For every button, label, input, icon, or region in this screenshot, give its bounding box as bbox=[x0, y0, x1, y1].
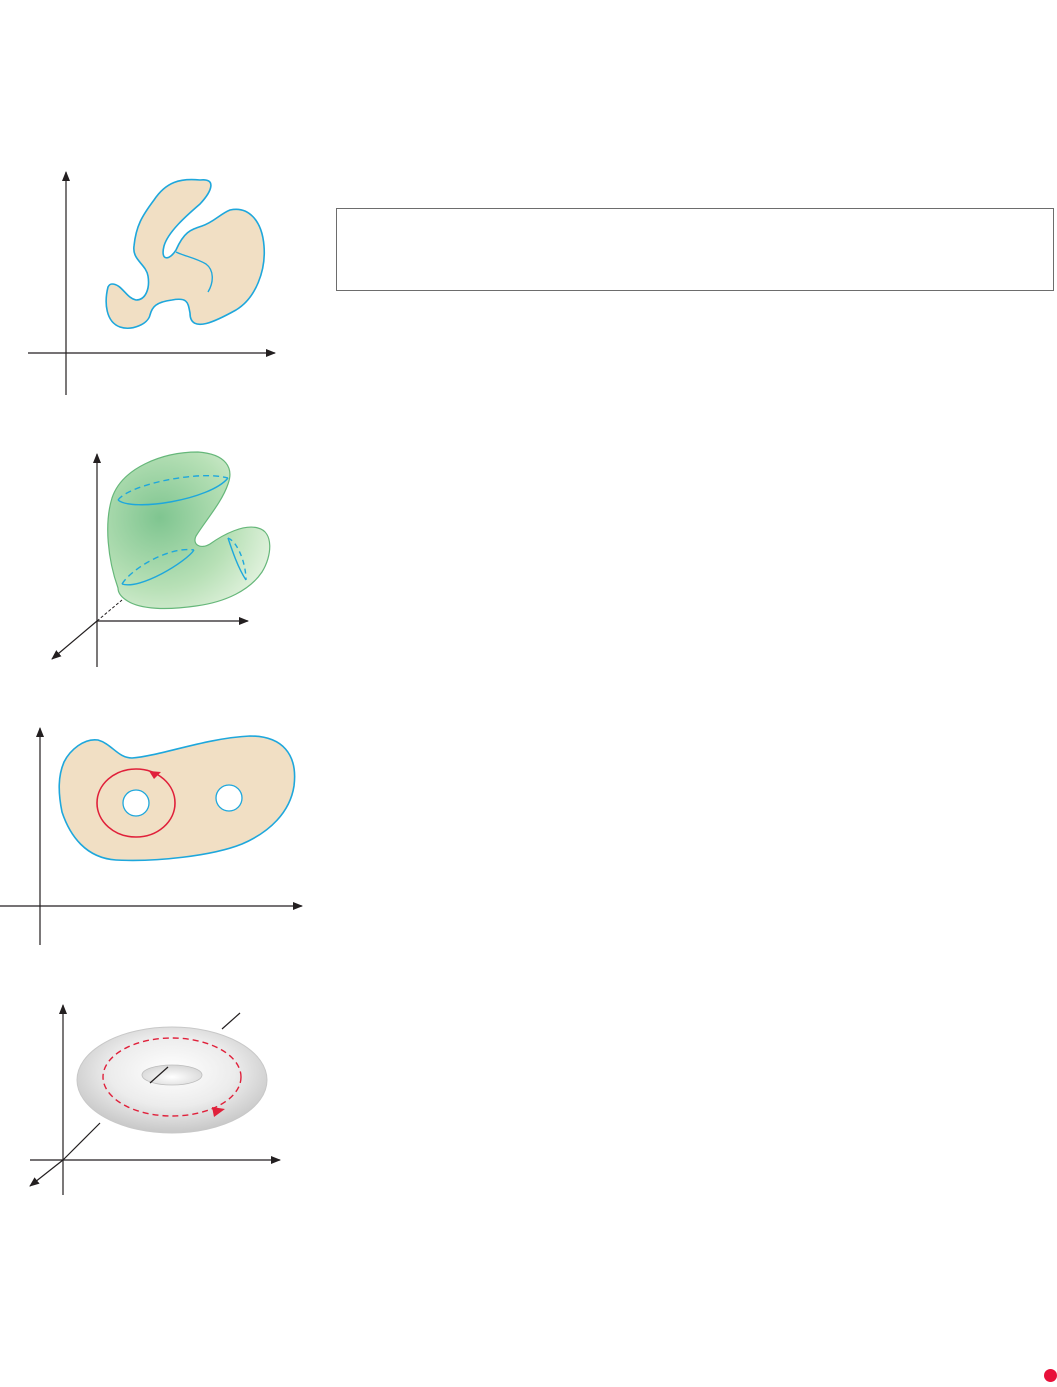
axis-behind-torus bbox=[62, 1122, 101, 1161]
lower-cross-section-back bbox=[121, 548, 195, 585]
axis-above-torus bbox=[221, 1012, 241, 1030]
axis-through-hole bbox=[149, 1066, 169, 1084]
lower-cross-section-front bbox=[121, 549, 195, 586]
closed-curve-around-hole bbox=[96, 768, 176, 838]
arm-cross-section-front bbox=[227, 537, 247, 581]
torus-hole bbox=[141, 1064, 203, 1086]
x-axis bbox=[29, 1159, 64, 1187]
plane-region-figure bbox=[28, 171, 276, 395]
solid-region-figure bbox=[51, 451, 271, 667]
torus-figure bbox=[29, 1004, 281, 1195]
plane-region bbox=[105, 178, 266, 329]
note-box bbox=[336, 208, 1054, 291]
hole-right bbox=[215, 784, 243, 812]
solid-region bbox=[107, 451, 271, 610]
plane-region-with-holes bbox=[58, 735, 296, 862]
curve-direction-arrow-icon bbox=[212, 1107, 225, 1117]
top-cross-section-front bbox=[117, 477, 229, 506]
region-with-holes-figure bbox=[0, 727, 303, 945]
curve-direction-arrow-icon bbox=[149, 771, 161, 779]
x-axis bbox=[51, 620, 98, 660]
hidden-axis-segment bbox=[96, 599, 123, 622]
page-marker-dot bbox=[1044, 1369, 1057, 1382]
hole-left bbox=[122, 789, 150, 817]
region-fold-curve bbox=[175, 251, 213, 293]
dashed-closed-curve-on-torus bbox=[102, 1037, 242, 1117]
top-cross-section-back bbox=[117, 474, 229, 501]
arm-cross-section-back bbox=[227, 537, 247, 581]
